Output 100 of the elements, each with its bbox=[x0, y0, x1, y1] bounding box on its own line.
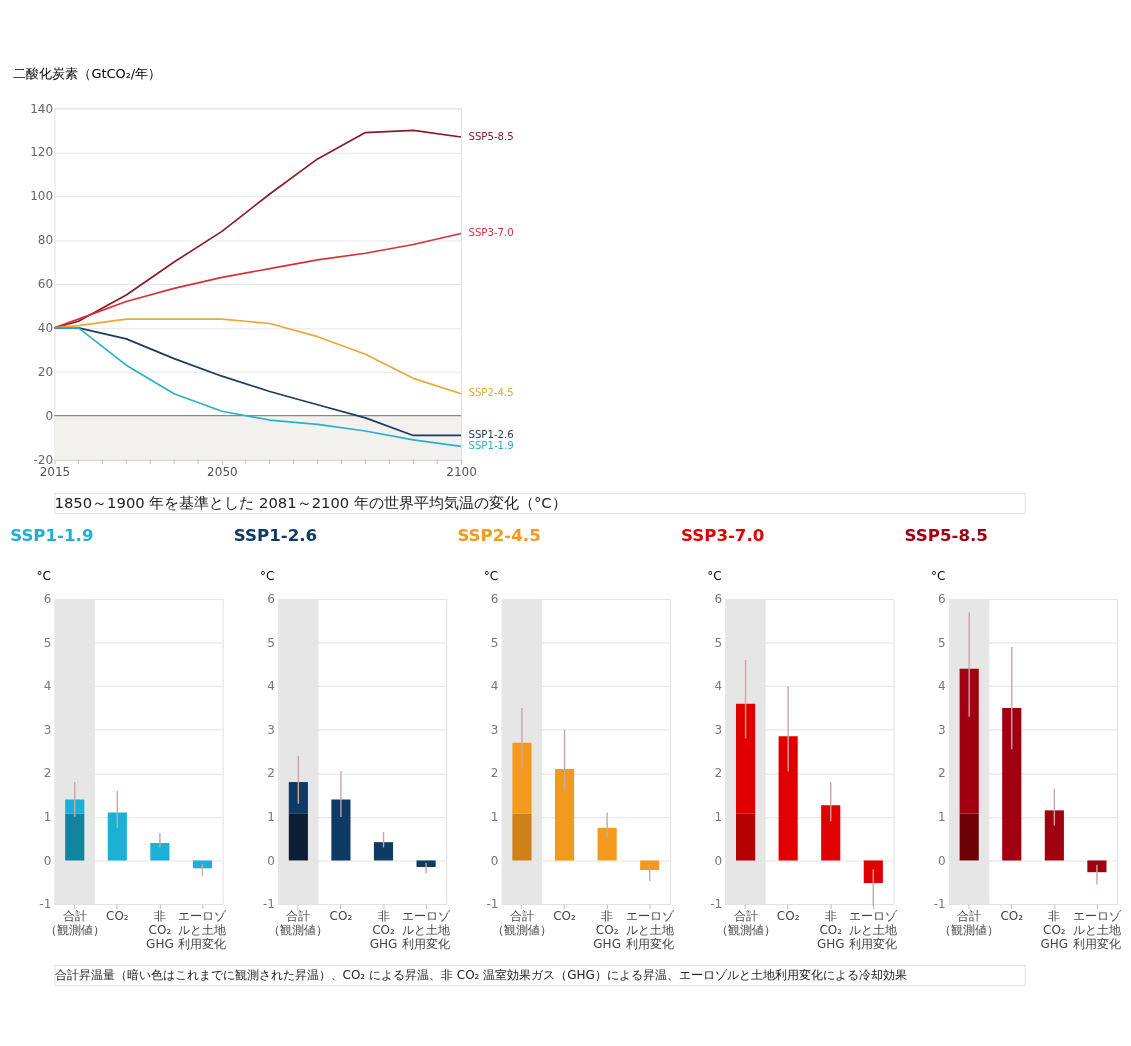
x-tick-label: 非 CO₂ GHG bbox=[369, 909, 398, 951]
y-tick-label: 1 bbox=[714, 810, 723, 825]
x-tick-label: 非 CO₂ GHG bbox=[816, 909, 845, 951]
y-tick-label: 3 bbox=[938, 722, 946, 737]
x-tick-label: CO₂ bbox=[553, 909, 577, 924]
y-tick-label: 0 bbox=[43, 853, 52, 868]
series-label: SSP3-7.0 bbox=[468, 227, 514, 239]
y-tick-label: 60 bbox=[37, 277, 54, 292]
x-tick-label: エーロゾルと土地利用変化 bbox=[625, 909, 675, 951]
bar bbox=[640, 860, 660, 871]
y-tick-label: 2 bbox=[938, 766, 946, 781]
x-tick-label: 合計（観測値） bbox=[491, 909, 552, 938]
x-tick-label: エーロゾルと土地利用変化 bbox=[849, 909, 899, 951]
series-label: SSP2-4.5 bbox=[468, 387, 514, 399]
text: 合計昇温量（暗い色はこれまでに観測された昇温）、CO₂ による昇温、非 CO₂ 温室効果ガス（GHG）による昇温、エーロゾルと土地利用変化による冷却効果 bbox=[54, 967, 907, 982]
bar bbox=[1002, 707, 1022, 861]
bar bbox=[192, 860, 213, 869]
y-tick-label: 5 bbox=[938, 635, 946, 650]
bar bbox=[331, 799, 351, 861]
y-tick-label: -1 bbox=[39, 897, 52, 912]
y-tick-label: 5 bbox=[43, 635, 52, 650]
y-tick-label: 2 bbox=[490, 766, 499, 781]
y-axis-title: °C bbox=[930, 569, 946, 584]
x-tick-label: 合計（観測値） bbox=[715, 909, 776, 938]
bar bbox=[1087, 860, 1107, 873]
y-tick-label: 6 bbox=[43, 592, 52, 607]
bar bbox=[778, 736, 798, 861]
x-tick-label: 非 CO₂ GHG bbox=[1040, 909, 1069, 951]
y-tick-label: 3 bbox=[267, 722, 275, 737]
series-label: SSP1-1.9 bbox=[468, 440, 514, 452]
x-tick-label: 合計（観測値） bbox=[939, 909, 1000, 938]
bar bbox=[288, 813, 308, 861]
x-tick-label: 2015 bbox=[39, 464, 71, 479]
y-tick-label: 4 bbox=[938, 679, 946, 694]
bar bbox=[373, 842, 394, 861]
x-tick-label: エーロゾルと土地利用変化 bbox=[178, 909, 228, 951]
y-tick-label: 3 bbox=[490, 722, 499, 737]
y-tick-label: 80 bbox=[37, 233, 54, 248]
bar bbox=[288, 782, 308, 814]
y-tick-label: 4 bbox=[267, 679, 275, 694]
y-tick-label: 1 bbox=[938, 810, 946, 825]
x-tick-label: CO₂ bbox=[1000, 909, 1024, 924]
y-tick-label: 0 bbox=[490, 853, 499, 868]
y-tick-label: 140 bbox=[30, 101, 54, 116]
y-tick-label: 3 bbox=[43, 722, 52, 737]
bar bbox=[736, 813, 756, 861]
bar bbox=[597, 827, 617, 861]
x-tick-label: エーロゾルと土地利用変化 bbox=[402, 909, 452, 951]
x-tick-label: CO₂ bbox=[106, 909, 129, 924]
y-tick-label: 6 bbox=[714, 592, 723, 607]
bar bbox=[416, 860, 436, 867]
y-tick-label: 120 bbox=[30, 145, 54, 160]
x-tick-label: CO₂ bbox=[329, 909, 353, 924]
line-series bbox=[53, 232, 462, 329]
y-tick-label: 0 bbox=[45, 408, 54, 423]
y-tick-label: 5 bbox=[490, 635, 499, 650]
x-tick-label: 2050 bbox=[207, 464, 238, 479]
y-tick-label: -1 bbox=[710, 897, 723, 912]
bar bbox=[65, 799, 85, 814]
x-tick-label: 2100 bbox=[446, 464, 477, 479]
y-tick-label: 3 bbox=[714, 722, 723, 737]
chart-title: SSP2-4.5 bbox=[457, 525, 541, 545]
bar bbox=[959, 813, 979, 861]
x-tick-label: 非 CO₂ GHG bbox=[593, 909, 621, 951]
bar bbox=[554, 768, 575, 861]
y-tick-label: 1 bbox=[490, 810, 499, 825]
y-axis-title: °C bbox=[36, 569, 51, 584]
y-tick-label: 4 bbox=[490, 679, 499, 694]
y-tick-label: -20 bbox=[33, 452, 54, 467]
y-tick-label: 1 bbox=[43, 810, 52, 825]
bar bbox=[1044, 810, 1064, 861]
y-tick-label: 100 bbox=[30, 189, 54, 204]
y-tick-label: 6 bbox=[938, 592, 946, 607]
y-tick-label: -1 bbox=[262, 897, 275, 912]
y-tick-label: 5 bbox=[714, 635, 723, 650]
x-tick-label: 合計（観測値） bbox=[44, 909, 105, 938]
bar bbox=[512, 813, 532, 861]
y-tick-label: -1 bbox=[933, 897, 946, 912]
y-tick-label: 6 bbox=[267, 592, 275, 607]
series-label: SSP1-2.6 bbox=[468, 429, 514, 441]
y-tick-label: 1 bbox=[267, 810, 275, 825]
y-tick-label: 2 bbox=[43, 766, 52, 781]
bar bbox=[959, 668, 979, 814]
chart-title: SSP5-8.5 bbox=[904, 525, 988, 545]
y-tick-label: 0 bbox=[714, 853, 723, 868]
bar bbox=[107, 812, 127, 861]
text: 1850～1900 年を基準とした 2081～2100 年の世界平均気温の変化（°C） bbox=[54, 493, 567, 511]
y-tick-label: 0 bbox=[938, 853, 946, 868]
y-axis-title: °C bbox=[483, 569, 499, 584]
bar bbox=[150, 843, 170, 861]
y-axis-title: °C bbox=[260, 569, 275, 584]
chart-title: SSP1-2.6 bbox=[233, 525, 318, 545]
series-label: SSP5-8.5 bbox=[468, 130, 514, 142]
y-tick-label: 40 bbox=[37, 321, 54, 336]
bar bbox=[65, 813, 85, 861]
y-tick-label: 20 bbox=[37, 364, 54, 379]
x-tick-label: 非 CO₂ GHG bbox=[146, 909, 174, 951]
bar bbox=[863, 860, 883, 884]
x-tick-label: CO₂ bbox=[776, 909, 800, 924]
bar bbox=[512, 742, 532, 814]
